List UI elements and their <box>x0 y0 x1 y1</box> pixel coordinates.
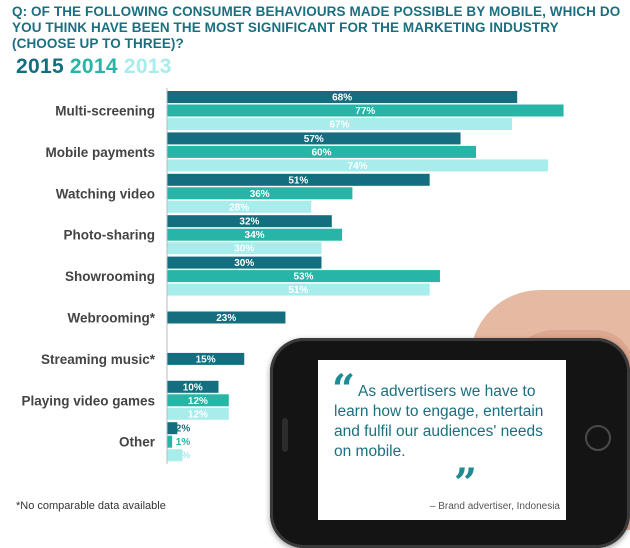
year-legend: 2015 2014 2013 <box>16 55 178 79</box>
category-label: Other <box>119 435 156 450</box>
bar-2015 <box>167 422 178 435</box>
footnote: *No comparable data available <box>16 500 166 512</box>
bar-2015 <box>167 380 219 393</box>
bar-chart: Multi-screening 68%77% 67% Mobile payments 5… <box>21 88 564 464</box>
bar-2014 <box>167 394 229 407</box>
data-label: 15% <box>196 354 216 365</box>
data-label: 1% <box>176 437 191 448</box>
bar-2013 <box>167 242 322 255</box>
data-label: 34% <box>245 230 265 241</box>
category-label: Watching video <box>56 186 155 201</box>
data-label: 68% <box>332 93 352 104</box>
open-quote-mark: “ <box>332 366 356 413</box>
category-label: Showrooming <box>65 269 155 284</box>
quote-source: – Brand advertiser, Indonesia <box>429 501 560 512</box>
data-label: 60% <box>311 147 331 158</box>
category-label: Multi-screening <box>55 104 155 119</box>
data-label: 77% <box>355 106 375 117</box>
bar-2015 <box>167 91 518 103</box>
category-label: Photo-sharing <box>64 228 156 243</box>
data-label: 74% <box>348 161 368 172</box>
bar-2013 <box>167 449 183 462</box>
bar-2015 <box>167 256 322 269</box>
data-label: 28% <box>229 202 249 213</box>
bar-2015 <box>167 311 286 324</box>
bar-2014 <box>167 187 353 200</box>
category-label: Mobile payments <box>45 145 155 160</box>
legend-2015: 2015 <box>16 55 64 78</box>
quote-box: “ As advertisers we have to learn how to… <box>318 360 566 520</box>
data-label: 10% <box>183 382 203 393</box>
data-label: 32% <box>239 217 259 228</box>
data-label: 3% <box>176 451 191 462</box>
category-label: Streaming music* <box>41 352 156 367</box>
bar-2014 <box>167 270 440 283</box>
bar-2014 <box>167 145 476 158</box>
bar-2015 <box>167 215 332 228</box>
quote-body: As advertisers we have to learn how to e… <box>334 383 544 460</box>
data-label: 51% <box>288 285 308 296</box>
phone-illustration: “ As advertisers we have to learn how to… <box>270 338 630 548</box>
data-label: 12% <box>188 396 208 407</box>
data-label: 36% <box>250 189 270 200</box>
bar-2013 <box>167 407 229 420</box>
close-quote-mark: ” <box>454 460 478 507</box>
bar-2013 <box>167 283 430 296</box>
bar-2015 <box>167 352 245 365</box>
bar-2015 <box>167 173 430 186</box>
phone-speaker <box>282 418 288 452</box>
data-label: 51% <box>288 175 308 186</box>
question-text: Q: OF THE FOLLOWING CONSUMER BEHAVIOURS … <box>12 4 621 51</box>
data-label: 23% <box>216 313 236 324</box>
bar-2013 <box>167 159 549 172</box>
data-label: 53% <box>293 272 313 283</box>
data-label: 57% <box>304 134 324 145</box>
bar-2015 <box>167 132 461 145</box>
bar-2013 <box>167 200 312 213</box>
bar-2014 <box>167 104 564 117</box>
legend-2014: 2014 <box>69 55 118 78</box>
category-label: Playing video games <box>21 393 155 408</box>
quote-text: As advertisers we have to learn how to e… <box>334 382 560 462</box>
home-button-icon <box>585 425 611 451</box>
bar-2013 <box>167 118 513 130</box>
data-label: 2% <box>176 424 191 435</box>
legend-2013: 2013 <box>123 55 172 78</box>
data-label: 12% <box>188 409 208 420</box>
bar-2014 <box>167 435 173 448</box>
data-label: 30% <box>234 258 254 269</box>
data-label: 67% <box>330 120 350 131</box>
category-label: Webrooming* <box>68 311 156 326</box>
data-label: 30% <box>234 244 254 255</box>
bar-2014 <box>167 228 343 241</box>
